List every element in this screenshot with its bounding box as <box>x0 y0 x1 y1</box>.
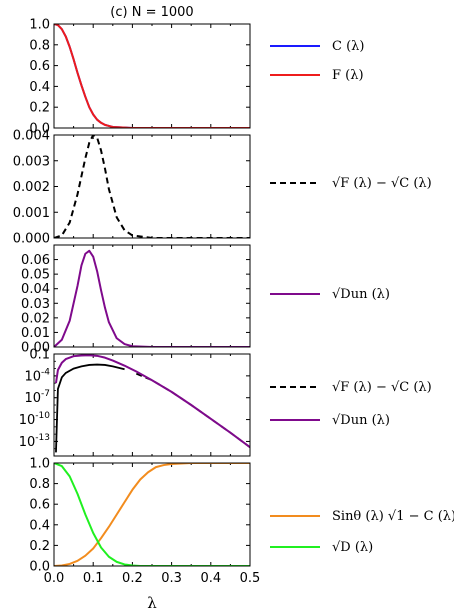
legend-entry: √D (λ) <box>270 540 373 555</box>
legend-label: √Dun (λ) <box>332 413 390 428</box>
x-tick-label: 0.0 <box>44 571 65 586</box>
legend-entry: √F (λ) − √C (λ) <box>270 176 432 191</box>
legend-entry: √Dun (λ) <box>270 413 390 428</box>
panel-frame <box>53 134 251 239</box>
legend-entry: F (λ) <box>270 68 364 83</box>
series-line-dashed <box>135 372 250 448</box>
y-tick-label: 0.001 <box>13 206 50 221</box>
x-tick-labels: 0.0 0.1 0.2 0.3 0.4 0.5 <box>44 571 261 586</box>
x-tick-label: 0.2 <box>122 571 143 586</box>
y-tick-label: 0.2 <box>29 101 50 116</box>
x-axis-label: λ <box>147 594 157 612</box>
legend-entry: Sinθ (λ) √1 − C (λ) <box>270 509 454 524</box>
y-tick-label: 0.0 <box>29 560 50 575</box>
panel-4: 0.1 10-4 10-7 10-10 10-13 <box>19 348 251 457</box>
panels: 0.00.20.40.60.81.00.0000.0010.0020.0030.… <box>13 18 251 575</box>
legend-label: Sinθ (λ) √1 − C (λ) <box>332 509 454 524</box>
y-tick-label: 10-4 <box>24 367 50 384</box>
y-tick-label: 1.0 <box>29 457 50 472</box>
panel-2: 0.000 0.001 0.002 0.003 0.004 <box>13 129 251 247</box>
y-tick-label: 0.003 <box>13 154 50 169</box>
y-tick-label: 0.03 <box>21 297 50 312</box>
x-tick-label: 0.3 <box>161 571 182 586</box>
series-line <box>54 249 250 347</box>
y-tick-label: 0.6 <box>29 59 50 74</box>
x-tick-label: 0.5 <box>240 571 261 586</box>
series-line <box>54 463 250 566</box>
y-tick-label: 10-10 <box>19 411 51 428</box>
legend-label: F (λ) <box>332 68 364 83</box>
y-tick-label: 0.000 <box>13 232 50 247</box>
y-tick-label: 1.0 <box>29 18 50 33</box>
panel-3: 0.000.010.020.030.040.050.06 <box>21 244 251 356</box>
y-tick-label: 0.05 <box>21 268 50 283</box>
y-tick-label: 0.4 <box>29 518 50 533</box>
legend-label: √F (λ) − √C (λ) <box>332 176 432 191</box>
x-tick-label: 0.1 <box>83 571 104 586</box>
y-tick-label: 0.1 <box>29 348 50 363</box>
legend-label: C (λ) <box>332 39 364 54</box>
y-tick-label: 0.2 <box>29 539 50 554</box>
series-line <box>54 24 250 128</box>
series-line <box>54 354 250 449</box>
y-tick-label: 0.004 <box>13 129 50 144</box>
y-tick-label: 0.06 <box>21 253 50 268</box>
y-tick-label: 0.00 <box>21 341 50 356</box>
x-tick-label: 0.4 <box>200 571 221 586</box>
legend-entry: C (λ) <box>270 39 364 54</box>
y-tick-label: 0.6 <box>29 498 50 513</box>
series-line <box>54 463 250 566</box>
series-line <box>55 363 125 453</box>
legend-entry: √Dun (λ) <box>270 287 390 302</box>
panel-frame <box>53 23 251 129</box>
y-tick-label: 0.02 <box>21 311 50 326</box>
y-tick-label: 0.8 <box>29 38 50 53</box>
panel-frame <box>53 462 251 567</box>
panel-frame <box>53 353 251 457</box>
figure-title: (c) N = 1000 <box>110 5 193 20</box>
series-line <box>54 135 250 238</box>
y-tick-label: 0.04 <box>21 282 50 297</box>
legend-label: √F (λ) − √C (λ) <box>332 380 432 395</box>
legends: C (λ) F (λ) √F (λ) − √C (λ) √Dun (λ) √F (λ) … <box>270 39 454 555</box>
y-tick-label: 10-7 <box>24 389 50 406</box>
legend-label: √D (λ) <box>332 540 373 555</box>
series-line <box>54 24 250 128</box>
panel-frame <box>53 244 251 348</box>
y-tick-label: 10-13 <box>19 433 50 450</box>
y-tick-label: 0.002 <box>13 180 50 195</box>
panel-1: 0.0 0.2 0.4 0.6 0.8 1.0 <box>29 18 251 137</box>
y-tick-label: 0.8 <box>29 477 50 492</box>
panel-5: 0.0 0.2 0.4 0.6 0.8 1.0 <box>29 457 251 575</box>
legend-label: √Dun (λ) <box>332 287 390 302</box>
legend-entry: √F (λ) − √C (λ) <box>270 380 432 395</box>
y-tick-label: 0.0 <box>29 122 50 137</box>
y-tick-label: 0.01 <box>21 326 50 341</box>
y-tick-label: 0.4 <box>29 80 50 95</box>
